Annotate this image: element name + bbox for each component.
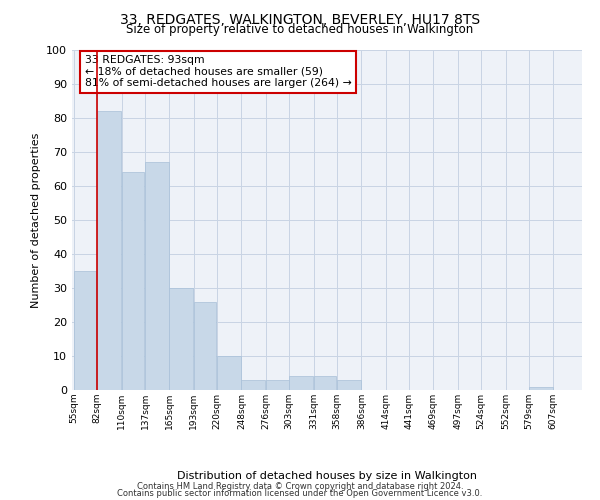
- Bar: [97, 111, 121, 390]
- Bar: [217, 356, 241, 390]
- Bar: [194, 302, 217, 390]
- Bar: [241, 380, 265, 390]
- Bar: [529, 386, 553, 390]
- Text: Size of property relative to detached houses in Walkington: Size of property relative to detached ho…: [127, 22, 473, 36]
- Text: Contains HM Land Registry data © Crown copyright and database right 2024.: Contains HM Land Registry data © Crown c…: [137, 482, 463, 491]
- Bar: [145, 162, 169, 390]
- Bar: [289, 376, 313, 390]
- Text: 33, REDGATES, WALKINGTON, BEVERLEY, HU17 8TS: 33, REDGATES, WALKINGTON, BEVERLEY, HU17…: [120, 12, 480, 26]
- Bar: [122, 172, 144, 390]
- Text: Contains public sector information licensed under the Open Government Licence v3: Contains public sector information licen…: [118, 489, 482, 498]
- Bar: [266, 380, 289, 390]
- Bar: [314, 376, 336, 390]
- Text: 33 REDGATES: 93sqm
← 18% of detached houses are smaller (59)
81% of semi-detache: 33 REDGATES: 93sqm ← 18% of detached hou…: [85, 55, 352, 88]
- Bar: [337, 380, 361, 390]
- Bar: [169, 288, 193, 390]
- X-axis label: Distribution of detached houses by size in Walkington: Distribution of detached houses by size …: [177, 471, 477, 481]
- Y-axis label: Number of detached properties: Number of detached properties: [31, 132, 41, 308]
- Bar: [74, 271, 97, 390]
